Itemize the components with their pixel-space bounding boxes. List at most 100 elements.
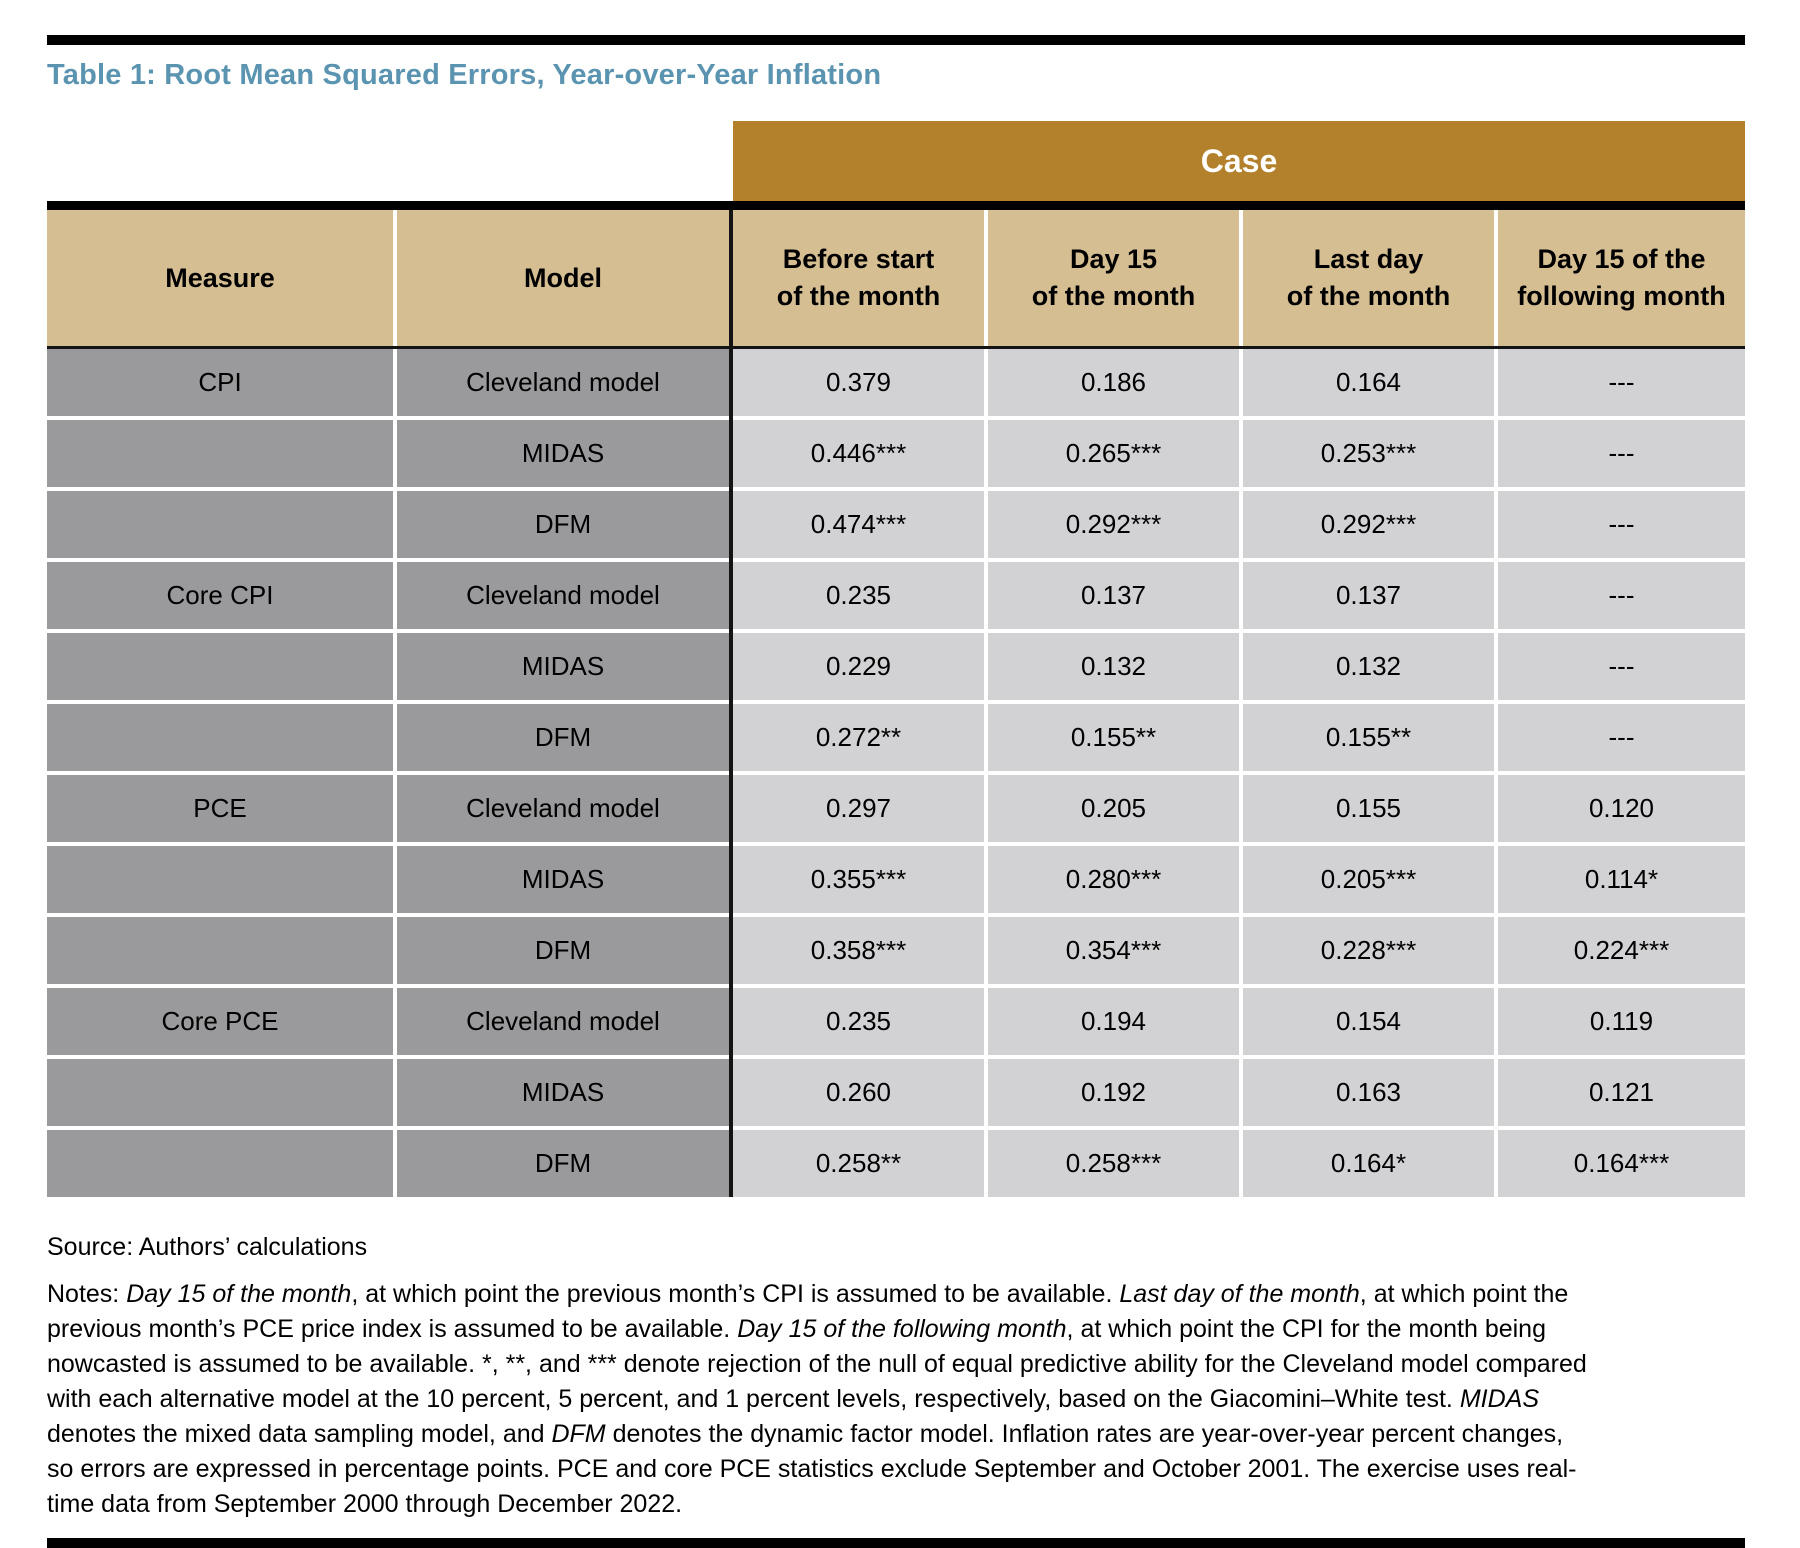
value-cell: 0.164*: [1243, 1130, 1494, 1197]
measure-cell: [47, 1130, 393, 1197]
value-cell: 0.119: [1498, 988, 1745, 1055]
notes-segment: , at which point the CPI for the month b…: [47, 1315, 1587, 1413]
measure-cell: [47, 917, 393, 984]
value-cell: 0.292***: [1243, 491, 1494, 558]
top-rule: [47, 35, 1745, 45]
measure-cell: [47, 846, 393, 913]
value-cell: 0.132: [988, 633, 1239, 700]
value-cell: 0.192: [988, 1059, 1239, 1126]
notes-italic-segment: MIDAS: [1459, 1385, 1540, 1413]
value-cell: 0.132: [1243, 633, 1494, 700]
model-cell: MIDAS: [397, 846, 729, 913]
bottom-rule: [47, 1538, 1745, 1548]
measure-cell: CPI: [47, 349, 393, 416]
value-cell: 0.194: [988, 988, 1239, 1055]
value-cell: 0.155**: [988, 704, 1239, 771]
notes-segment: , at which point the previous month’s CP…: [351, 1280, 1120, 1308]
value-cell: ---: [1498, 562, 1745, 629]
header-top-rule: [47, 201, 1745, 210]
value-cell: 0.137: [1243, 562, 1494, 629]
measure-cell: [47, 1059, 393, 1126]
value-cell: 0.229: [733, 633, 984, 700]
table-header-row: Measure Model Before start of the month …: [47, 210, 1745, 346]
rmse-table: Case Measure Model Before start of the m…: [47, 121, 1745, 1197]
column-header-model: Model: [397, 210, 729, 346]
measure-cell: [47, 491, 393, 558]
measure-cell: PCE: [47, 775, 393, 842]
model-cell: Cleveland model: [397, 775, 729, 842]
value-cell: 0.297: [733, 775, 984, 842]
column-header-day15: Day 15 of the month: [988, 210, 1239, 346]
model-cell: MIDAS: [397, 420, 729, 487]
measure-cell: [47, 633, 393, 700]
value-cell: ---: [1498, 633, 1745, 700]
value-cell: ---: [1498, 704, 1745, 771]
column-header-last-day: Last day of the month: [1243, 210, 1494, 346]
notes-italic-segment: Last day of the month: [1119, 1280, 1360, 1308]
value-cell: 0.154: [1243, 988, 1494, 1055]
notes-italic-segment: Day 15 of the following month: [737, 1315, 1067, 1343]
value-cell: ---: [1498, 491, 1745, 558]
column-header-before-start: Before start of the month: [733, 210, 984, 346]
notes-segment: , at which point the previous month’s PC…: [47, 1280, 1569, 1343]
model-cell: DFM: [397, 917, 729, 984]
value-cell: 0.292***: [988, 491, 1239, 558]
value-cell: 0.358***: [733, 917, 984, 984]
value-cell: 0.280***: [988, 846, 1239, 913]
value-cell: 0.235: [733, 988, 984, 1055]
notes-segment: denotes the dynamic factor model. Inflat…: [47, 1420, 1577, 1518]
notes-segment: Notes:: [47, 1280, 127, 1308]
value-cell: 0.258***: [988, 1130, 1239, 1197]
value-cell: 0.228***: [1243, 917, 1494, 984]
table-title: Table 1: Root Mean Squared Errors, Year-…: [47, 59, 882, 91]
value-cell: 0.205: [988, 775, 1239, 842]
value-cell: ---: [1498, 349, 1745, 416]
model-cell: Cleveland model: [397, 988, 729, 1055]
value-cell: 0.164: [1243, 349, 1494, 416]
notes-italic-segment: Day 15 of the month: [126, 1280, 352, 1308]
value-cell: 0.137: [988, 562, 1239, 629]
case-banner: Case: [733, 121, 1745, 201]
value-cell: 0.163: [1243, 1059, 1494, 1126]
model-cell: Cleveland model: [397, 562, 729, 629]
model-cell: DFM: [397, 704, 729, 771]
value-cell: 0.121: [1498, 1059, 1745, 1126]
value-cell: 0.474***: [733, 491, 984, 558]
source-line: Source: Authors’ calculations: [47, 1233, 368, 1261]
value-cell: 0.379: [733, 349, 984, 416]
value-cell: 0.258**: [733, 1130, 984, 1197]
column-header-measure: Measure: [47, 210, 393, 346]
column-header-day15-following: Day 15 of the following month: [1498, 210, 1745, 346]
value-cell: 0.272**: [733, 704, 984, 771]
model-data-divider: [729, 210, 733, 1197]
value-cell: ---: [1498, 420, 1745, 487]
value-cell: 0.186: [988, 349, 1239, 416]
value-cell: 0.114*: [1498, 846, 1745, 913]
notes-segment: denotes the mixed data sampling model, a…: [47, 1420, 552, 1448]
value-cell: 0.446***: [733, 420, 984, 487]
value-cell: 0.164***: [1498, 1130, 1745, 1197]
value-cell: 0.354***: [988, 917, 1239, 984]
value-cell: 0.355***: [733, 846, 984, 913]
model-cell: MIDAS: [397, 633, 729, 700]
value-cell: 0.155**: [1243, 704, 1494, 771]
value-cell: 0.205***: [1243, 846, 1494, 913]
model-cell: DFM: [397, 1130, 729, 1197]
value-cell: 0.235: [733, 562, 984, 629]
value-cell: 0.120: [1498, 775, 1745, 842]
value-cell: 0.265***: [988, 420, 1239, 487]
value-cell: 0.253***: [1243, 420, 1494, 487]
model-cell: MIDAS: [397, 1059, 729, 1126]
measure-cell: Core PCE: [47, 988, 393, 1055]
model-cell: Cleveland model: [397, 349, 729, 416]
measure-cell: [47, 420, 393, 487]
case-banner-label: Case: [1200, 142, 1278, 179]
notes-italic-segment: DFM: [551, 1420, 606, 1448]
measure-cell: Core CPI: [47, 562, 393, 629]
notes: Notes: Day 15 of the month, at which poi…: [47, 1277, 1595, 1522]
model-cell: DFM: [397, 491, 729, 558]
table-body: CPI Cleveland model 0.379 0.186 0.164 --- MIDA…: [47, 346, 1745, 1197]
measure-cell: [47, 704, 393, 771]
value-cell: 0.155: [1243, 775, 1494, 842]
